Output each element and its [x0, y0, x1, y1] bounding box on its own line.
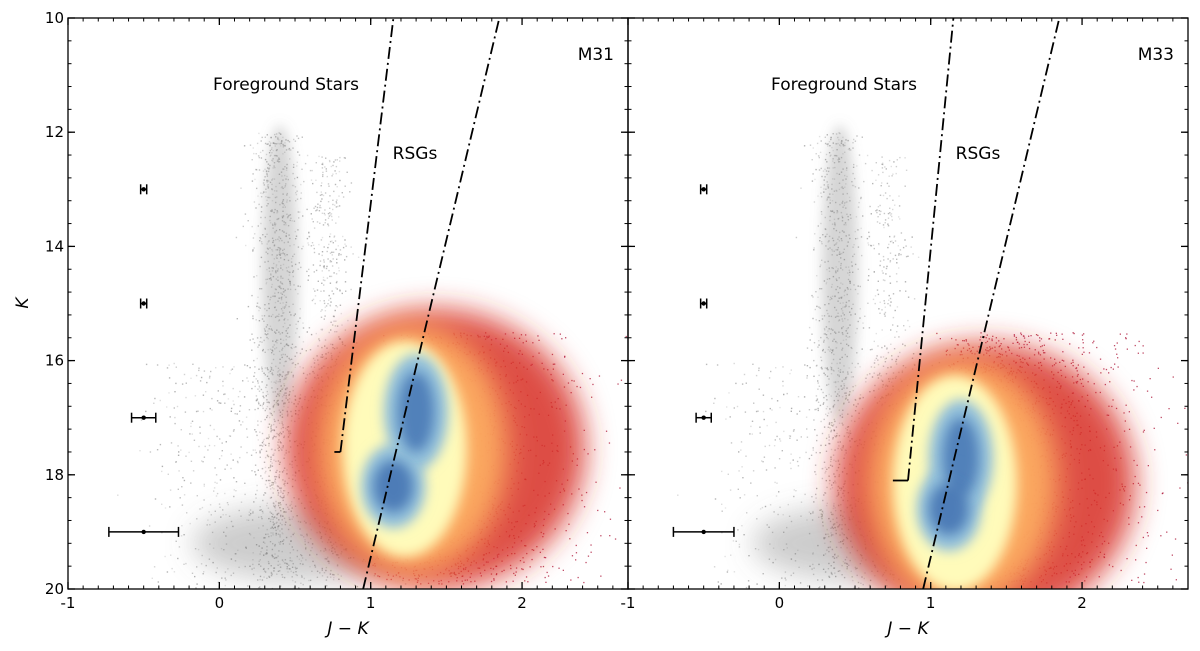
error-bar [701, 184, 707, 194]
error-bars-m31 [109, 184, 179, 537]
x-axis-label-m33: J − K [884, 619, 930, 639]
error-bar [109, 527, 179, 537]
density-map [285, 309, 585, 589]
panel-m33: -1 0 1 2 M33 Foreground Stars RSGs J − K [621, 18, 1200, 639]
y-tick-label: 16 [45, 352, 64, 370]
x-tick-label: 2 [517, 594, 527, 612]
panel-label-m33: M33 [1138, 45, 1174, 65]
y-tick-label: 20 [45, 580, 64, 598]
y-tick-label: 18 [45, 466, 64, 484]
error-bar [141, 299, 147, 309]
x-axis-label-m31: J − K [324, 619, 370, 639]
error-bar [696, 413, 711, 423]
x-tick-label: 1 [366, 594, 376, 612]
annotation-foreground-stars-m31: Foreground Stars [213, 75, 359, 95]
density-layer-m31 [117, 125, 710, 590]
annotation-rsgs-m31: RSGs [393, 144, 438, 164]
density-map [835, 343, 1135, 623]
x-tick-label: 0 [775, 594, 785, 612]
annotation-foreground-stars-m33: Foreground Stars [771, 75, 917, 95]
x-tick-label: 1 [926, 594, 936, 612]
annotation-rsgs-m33: RSGs [956, 144, 1001, 164]
x-tick-label: 0 [215, 594, 225, 612]
y-axis-label: K [13, 296, 33, 309]
x-tick-label: 2 [1077, 594, 1087, 612]
y-tick-label: 14 [45, 237, 64, 255]
error-bar [701, 299, 707, 309]
x-tick-label: -1 [621, 594, 636, 612]
error-bar [141, 184, 147, 194]
density-layer-m33 [677, 125, 1200, 623]
error-bars-m33 [673, 184, 734, 537]
error-bar [132, 413, 156, 423]
panel-label-m31: M31 [578, 45, 614, 65]
y-tick-label: 10 [45, 9, 64, 27]
error-bar [673, 527, 734, 537]
y-tick-label: 12 [45, 123, 64, 141]
